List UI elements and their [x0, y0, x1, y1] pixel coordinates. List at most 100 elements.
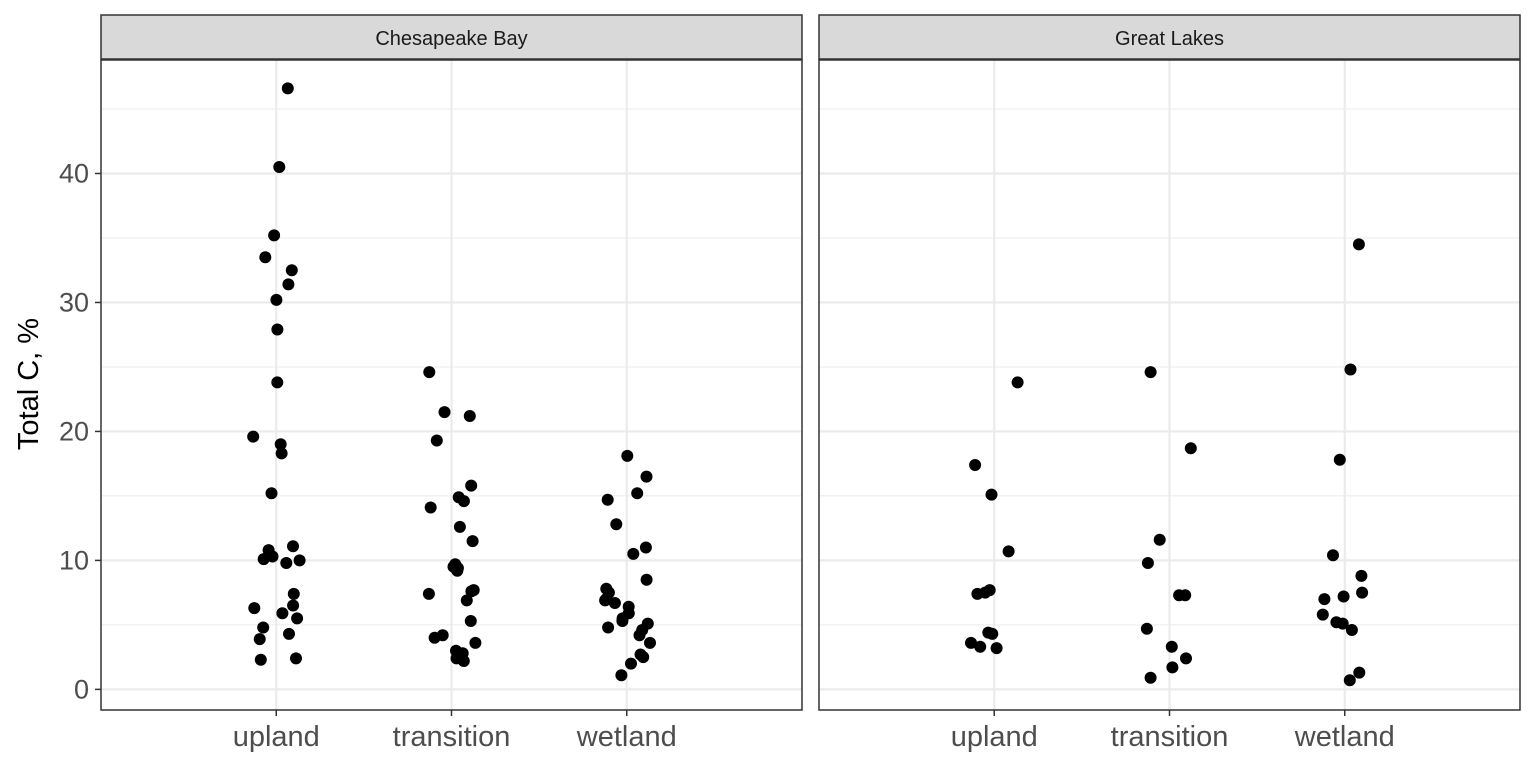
data-point: [270, 293, 283, 306]
data-point: [990, 642, 1003, 655]
data-point: [253, 633, 266, 646]
data-point: [290, 652, 302, 665]
data-point: [464, 615, 477, 627]
data-point: [274, 438, 287, 451]
data-point: [631, 487, 644, 500]
facet-title-chesapeake-bay: Chesapeake Bay: [375, 28, 527, 50]
facet-panel-great-lakes: Great Lakes upland transition wetland: [818, 14, 1521, 753]
y-tick-label: 10: [59, 545, 89, 575]
data-point: [257, 553, 270, 566]
data-point: [1140, 622, 1153, 635]
data-point: [971, 587, 984, 600]
facet-strip-great-lakes: [818, 14, 1521, 60]
data-point: [1165, 640, 1178, 653]
data-point: [1002, 545, 1015, 558]
data-point: [438, 406, 451, 419]
data-point: [463, 410, 476, 422]
points-great-lakes: [965, 238, 1369, 687]
data-point: [287, 540, 299, 553]
data-point: [254, 653, 267, 666]
data-point: [627, 547, 640, 560]
data-point: [291, 612, 304, 625]
data-point: [608, 597, 621, 609]
data-point: [615, 669, 628, 682]
data-point: [1316, 608, 1329, 621]
data-point: [430, 434, 443, 447]
data-point: [271, 376, 284, 389]
data-point: [275, 447, 288, 460]
data-point: [1355, 569, 1368, 582]
x-tick-label: wetland: [576, 721, 677, 753]
x-tick-label: transition: [1111, 721, 1229, 753]
data-point: [1179, 589, 1192, 602]
data-point: [633, 629, 646, 642]
y-tick-label: 0: [74, 674, 89, 704]
data-point: [293, 554, 306, 567]
data-point: [639, 541, 652, 554]
data-point: [640, 470, 653, 483]
data-point: [644, 636, 656, 649]
data-point: [465, 585, 478, 598]
y-tick-label: 40: [59, 158, 89, 188]
data-point: [271, 323, 284, 336]
data-point: [422, 587, 435, 600]
data-point: [1318, 593, 1331, 606]
data-point: [1184, 442, 1197, 455]
x-axis-chesapeake-bay: upland transition wetland: [233, 710, 677, 753]
data-point: [247, 430, 260, 443]
data-point: [1333, 453, 1346, 466]
data-point: [1011, 376, 1024, 389]
data-point: [259, 251, 272, 264]
y-axis-title: Total C, %: [13, 318, 45, 450]
data-point: [276, 607, 289, 620]
y-tick-label: 20: [59, 416, 89, 446]
data-point: [965, 636, 977, 649]
data-point: [287, 599, 300, 612]
data-point: [1337, 590, 1350, 603]
data-point: [453, 520, 466, 533]
data-point: [1356, 586, 1369, 599]
data-point: [974, 640, 987, 653]
facet-panel-chesapeake-bay: Chesapeake Bay upland transition wetland: [100, 14, 803, 753]
points-chesapeake-bay: [247, 82, 656, 682]
x-tick-label: upland: [233, 721, 320, 753]
data-point: [625, 657, 637, 670]
data-point: [601, 493, 614, 506]
data-point: [428, 631, 441, 644]
y-axis: 0 10 20 30 40: [59, 158, 101, 704]
x-tick-label: wetland: [1294, 721, 1395, 753]
data-point: [1343, 674, 1356, 687]
data-point: [1153, 533, 1166, 546]
data-point: [599, 594, 612, 607]
data-point: [265, 487, 278, 500]
data-point: [1141, 557, 1154, 569]
data-point: [1180, 652, 1192, 665]
data-point: [1166, 661, 1179, 674]
data-point: [1344, 363, 1357, 376]
x-tick-label: upland: [951, 721, 1038, 753]
data-point: [283, 627, 295, 640]
data-point: [602, 621, 615, 634]
data-point: [424, 501, 437, 514]
data-point: [466, 535, 479, 548]
data-point: [282, 278, 295, 291]
facet-strip-chesapeake-bay: [100, 14, 803, 60]
data-point: [423, 366, 436, 379]
data-point: [985, 488, 998, 501]
data-point: [280, 557, 293, 569]
data-point: [257, 621, 270, 634]
data-point: [268, 229, 281, 242]
data-point: [1336, 617, 1349, 630]
data-point: [1144, 366, 1157, 379]
data-point: [1353, 666, 1366, 679]
data-point: [465, 479, 478, 492]
data-point: [457, 495, 470, 508]
data-point: [287, 587, 300, 600]
data-point: [451, 564, 464, 577]
data-point: [273, 161, 286, 173]
data-point: [1345, 624, 1358, 636]
data-point: [1327, 549, 1339, 562]
x-axis-great-lakes: upland transition wetland: [951, 710, 1395, 753]
data-point: [986, 627, 999, 640]
